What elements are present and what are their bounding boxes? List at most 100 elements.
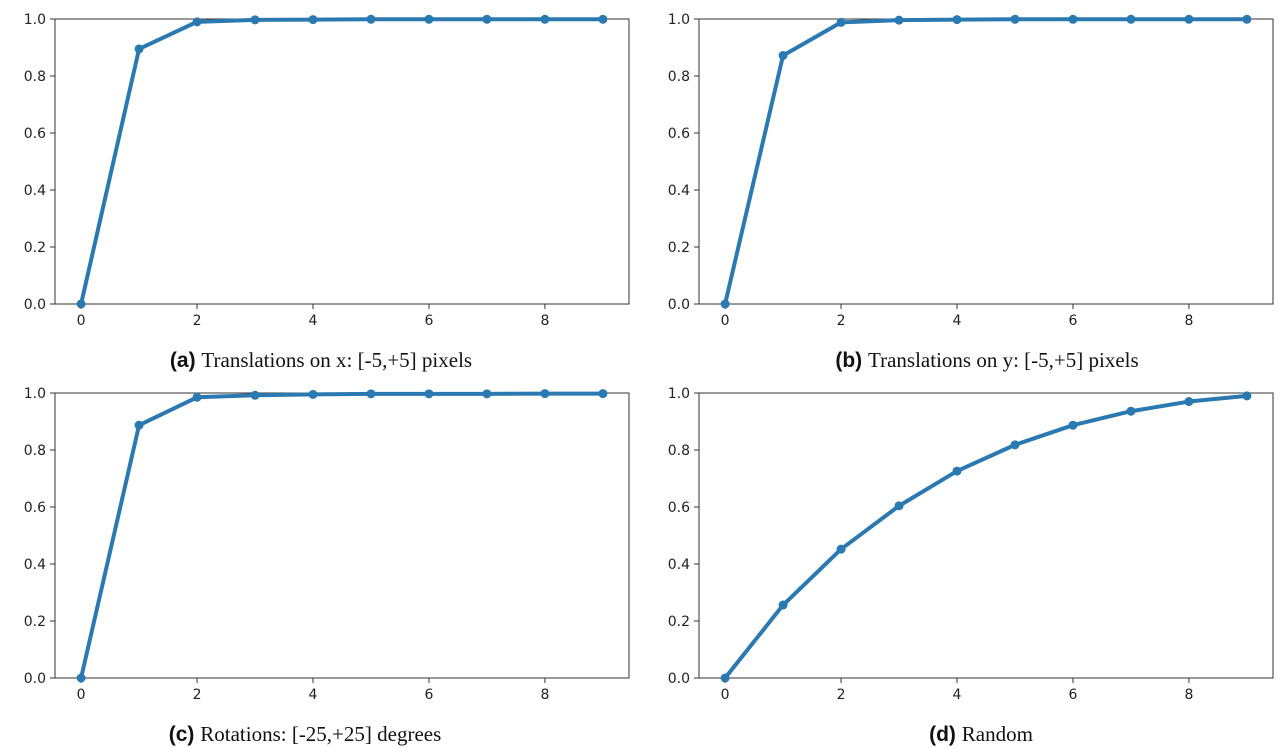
chart-b-ytick-label: 0.0 xyxy=(668,297,690,313)
chart-a-series-line xyxy=(79,17,605,306)
chart-b-xtick-label: 8 xyxy=(1184,313,1193,329)
chart-c-xtick-label: 8 xyxy=(540,687,549,703)
chart-b-data-point xyxy=(720,299,730,309)
chart-a-ytick-label: 1.0 xyxy=(24,12,46,28)
chart-a-data-point xyxy=(134,44,144,54)
chart-a-svg: 0.0 0.2 0.4 0.6 0.8 1.0 0 2 4 6 8 xyxy=(24,12,630,329)
chart-c-data-point xyxy=(308,389,318,399)
chart-a-ytick-label: 0.4 xyxy=(24,183,46,199)
chart-c-xtick-label: 4 xyxy=(309,687,318,703)
chart-d-caption-text: Random xyxy=(961,722,1033,746)
chart-b-ytick-label: 0.4 xyxy=(668,183,690,199)
chart-b-data-point xyxy=(836,17,846,27)
chart-c-data-point xyxy=(366,389,376,399)
chart-d-xtick-label: 0 xyxy=(721,687,730,703)
chart-d-xtick-label: 2 xyxy=(837,687,846,703)
chart-a-ytick-label: 0.2 xyxy=(24,240,46,256)
chart-c-xtick-label: 0 xyxy=(77,687,86,703)
chart-a-ytick-label: 0.6 xyxy=(24,126,46,142)
chart-b-axes-frame xyxy=(698,18,1274,305)
chart-a-xtick-label: 8 xyxy=(540,313,549,329)
chart-b-data-point xyxy=(1126,14,1136,24)
chart-d-data-point xyxy=(720,673,730,683)
chart-a-ytick-label: 0.0 xyxy=(24,297,46,313)
chart-c-data-point xyxy=(482,389,492,399)
chart-c-xtick-label: 6 xyxy=(425,687,434,703)
chart-c-data-point xyxy=(192,392,202,402)
chart-a-ytick-label: 0.8 xyxy=(24,69,46,85)
chart-d-data-point xyxy=(1010,440,1020,450)
chart-c-ytick-label: 0.6 xyxy=(24,500,46,516)
chart-a-xtick-label: 4 xyxy=(309,313,318,329)
chart-b-ytick-label: 1.0 xyxy=(668,12,690,28)
chart-d-data-point xyxy=(836,544,846,554)
chart-panel-a: 0.0 0.2 0.4 0.6 0.8 1.0 0 2 4 6 8 (a) Translations… xyxy=(0,0,643,374)
chart-c-caption: (c) Rotations: [-25,+25] degrees xyxy=(169,722,442,747)
chart-b-xtick-label: 6 xyxy=(1069,313,1078,329)
chart-b-data-point xyxy=(1010,14,1020,24)
chart-c-data-point xyxy=(424,389,434,399)
chart-d-svg: 0.0 0.2 0.4 0.6 0.8 1.0 0 2 4 6 8 xyxy=(668,386,1274,703)
chart-b-data-point xyxy=(894,15,904,25)
chart-c-ytick-label: 1.0 xyxy=(24,386,46,402)
chart-c-svg: 0.0 0.2 0.4 0.6 0.8 1.0 0 2 4 6 8 xyxy=(24,386,630,703)
chart-b-data-point xyxy=(1242,14,1252,24)
chart-a-caption-text: Translations on x: [-5,+5] pixels xyxy=(201,348,473,372)
chart-b-series-line xyxy=(723,17,1249,306)
chart-c-data-point xyxy=(598,389,608,399)
chart-d-ytick-label: 0.4 xyxy=(668,557,690,573)
chart-a-xtick-label: 2 xyxy=(193,313,202,329)
chart-d-ytick-label: 0.0 xyxy=(668,671,690,687)
chart-a-data-point xyxy=(250,15,260,25)
chart-d-data-point xyxy=(1068,420,1078,430)
chart-d-data-point xyxy=(952,466,962,476)
chart-b-caption-text: Translations on y: [-5,+5] pixels xyxy=(868,348,1139,372)
chart-b-xtick-label: 4 xyxy=(953,313,962,329)
chart-a-data-point xyxy=(540,14,550,24)
chart-c-ytick-label: 0.8 xyxy=(24,443,46,459)
chart-a-data-point xyxy=(482,14,492,24)
chart-a-data-point xyxy=(366,14,376,24)
chart-b-ytick-label: 0.2 xyxy=(668,240,690,256)
chart-b-ytick-label: 0.8 xyxy=(668,69,690,85)
chart-a-data-point xyxy=(424,14,434,24)
chart-d-ytick-label: 0.2 xyxy=(668,614,690,630)
chart-c-ytick-label: 0.4 xyxy=(24,557,46,573)
chart-d-series-line xyxy=(723,393,1249,680)
chart-panel-c: 0.0 0.2 0.4 0.6 0.8 1.0 0 2 4 6 8 (c) Rotations: [… xyxy=(0,374,643,748)
chart-d-caption: (d) Random xyxy=(929,722,1033,747)
chart-b-svg: 0.0 0.2 0.4 0.6 0.8 1.0 0 2 4 6 8 xyxy=(668,12,1274,329)
chart-d-data-point xyxy=(1184,397,1194,407)
chart-d-ytick-label: 1.0 xyxy=(668,386,690,402)
chart-c-caption-text: Rotations: [-25,+25] degrees xyxy=(200,722,442,746)
chart-c-xtick-label: 2 xyxy=(193,687,202,703)
chart-c-series-line xyxy=(79,391,605,680)
chart-d-xtick-label: 6 xyxy=(1069,687,1078,703)
chart-d-data-point xyxy=(1242,391,1252,401)
chart-b-ytick-label: 0.6 xyxy=(668,126,690,142)
chart-b-caption: (b) Translations on y: [-5,+5] pixels xyxy=(835,348,1138,373)
chart-a-data-point xyxy=(192,17,202,27)
chart-c-caption-tag: (c) xyxy=(168,723,195,746)
chart-panel-d: 0.0 0.2 0.4 0.6 0.8 1.0 0 2 4 6 8 (d) Random xyxy=(644,374,1287,748)
chart-c-data-point xyxy=(134,420,144,430)
chart-a-axes-frame xyxy=(54,18,630,305)
chart-c-ytick-label: 0.0 xyxy=(24,671,46,687)
chart-c-data-point xyxy=(540,389,550,399)
chart-d-data-point xyxy=(778,600,788,610)
chart-d-xtick-label: 4 xyxy=(953,687,962,703)
chart-c-ytick-label: 0.2 xyxy=(24,614,46,630)
chart-c-axes-frame xyxy=(54,392,630,679)
chart-b-data-point xyxy=(1068,14,1078,24)
chart-b-xtick-label: 0 xyxy=(721,313,730,329)
chart-d-ytick-label: 0.8 xyxy=(668,443,690,459)
chart-a-data-point xyxy=(308,15,318,25)
chart-b-caption-tag: (b) xyxy=(835,349,863,372)
chart-d-data-point xyxy=(894,501,904,511)
chart-a-xtick-label: 0 xyxy=(77,313,86,329)
chart-c-data-point xyxy=(250,390,260,400)
chart-a-xtick-label: 6 xyxy=(425,313,434,329)
chart-b-xtick-label: 2 xyxy=(837,313,846,329)
chart-d-axes-frame xyxy=(698,392,1274,679)
chart-d-xtick-label: 8 xyxy=(1184,687,1193,703)
